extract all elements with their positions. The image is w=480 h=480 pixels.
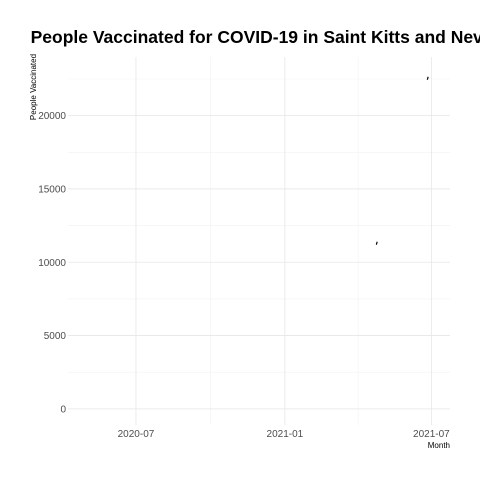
- y-tick-label: 20000: [38, 111, 66, 122]
- chart-title: People Vaccinated for COVID-19 in Saint …: [31, 27, 480, 47]
- y-tick-label: 10000: [38, 258, 66, 269]
- major-gridlines: [68, 57, 450, 425]
- x-axis-title: Month: [428, 441, 450, 450]
- y-axis-ticks: 0 5000 10000 15000 20000: [38, 111, 66, 415]
- y-tick-label: 5000: [44, 331, 67, 342]
- y-axis-title: People Vaccinated: [29, 54, 38, 120]
- series-people-vaccinated: [376, 77, 428, 245]
- series-segment: [376, 242, 377, 245]
- x-tick-label: 2021-01: [267, 429, 304, 440]
- x-tick-label: 2020-07: [118, 429, 155, 440]
- x-tick-label: 2021-07: [413, 429, 450, 440]
- minor-gridlines: [68, 57, 450, 425]
- x-axis-ticks: 2020-07 2021-01 2021-07: [118, 429, 451, 440]
- series-segment: [427, 77, 428, 80]
- y-tick-label: 15000: [38, 184, 66, 195]
- y-tick-label: 0: [60, 404, 66, 415]
